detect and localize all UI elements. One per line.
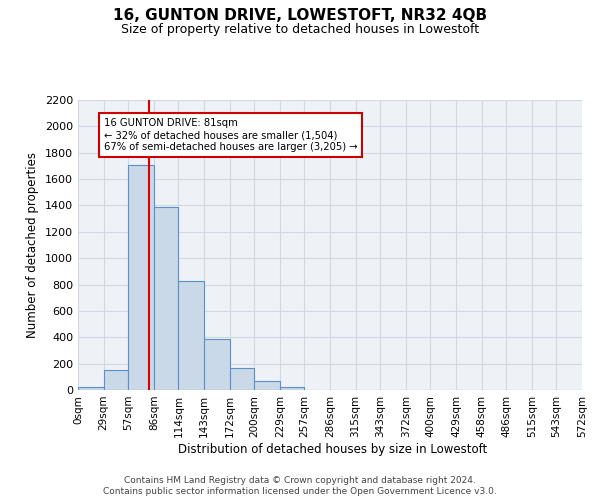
Text: Size of property relative to detached houses in Lowestoft: Size of property relative to detached ho… [121, 22, 479, 36]
Bar [154, 207, 178, 390]
Bar [78, 388, 104, 390]
Bar [204, 339, 230, 390]
Bar [104, 370, 128, 390]
Bar [280, 386, 304, 390]
Bar [230, 368, 254, 390]
Text: Distribution of detached houses by size in Lowestoft: Distribution of detached houses by size … [178, 442, 488, 456]
Bar [178, 281, 204, 390]
Text: 16, GUNTON DRIVE, LOWESTOFT, NR32 4QB: 16, GUNTON DRIVE, LOWESTOFT, NR32 4QB [113, 8, 487, 22]
Y-axis label: Number of detached properties: Number of detached properties [26, 152, 40, 338]
Text: Contains HM Land Registry data © Crown copyright and database right 2024.: Contains HM Land Registry data © Crown c… [124, 476, 476, 485]
Bar [254, 382, 280, 390]
Text: 16 GUNTON DRIVE: 81sqm
← 32% of detached houses are smaller (1,504)
67% of semi-: 16 GUNTON DRIVE: 81sqm ← 32% of detached… [104, 118, 357, 152]
Text: Contains public sector information licensed under the Open Government Licence v3: Contains public sector information licen… [103, 488, 497, 496]
Bar [128, 164, 154, 390]
